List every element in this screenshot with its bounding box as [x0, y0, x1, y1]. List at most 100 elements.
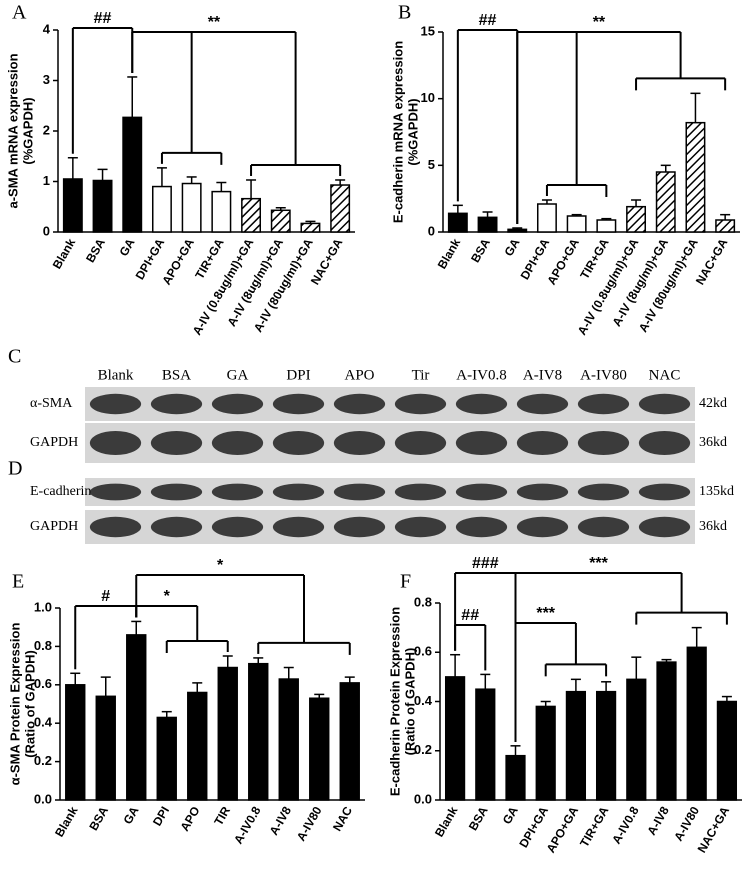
x-tick-label: Blank — [435, 236, 464, 272]
bar — [300, 222, 321, 233]
row-label: GAPDH — [30, 519, 78, 534]
error-bar — [512, 227, 523, 230]
x-tick-label: TIR+GA — [577, 804, 611, 850]
error-bar — [156, 167, 167, 187]
error-bar — [571, 213, 582, 216]
blot-band — [516, 483, 569, 501]
blot-band — [89, 516, 142, 538]
error-bar — [335, 179, 346, 186]
blot-band — [638, 431, 691, 455]
x-tick-label: GA — [120, 804, 141, 827]
blot-band — [638, 483, 691, 501]
lane-label: DPI — [286, 367, 310, 383]
panel-label: F — [400, 571, 411, 593]
row-label: GAPDH — [30, 435, 78, 450]
bar — [655, 171, 676, 233]
error-bar — [70, 672, 81, 685]
y-axis-label: a-SMA mRNA expression — [5, 53, 20, 208]
bar — [595, 690, 617, 801]
blot-band — [89, 483, 142, 501]
error-bar — [344, 676, 355, 683]
error-bar — [253, 657, 264, 664]
error-bar — [127, 76, 138, 118]
lane-label: APO — [344, 367, 374, 383]
y-tick-label: 0.4 — [34, 715, 53, 730]
error-bar — [482, 211, 493, 218]
significance-label: ## — [94, 10, 112, 27]
lane-label: A-IV80 — [580, 367, 627, 383]
bar — [309, 697, 330, 801]
error-bar — [541, 199, 552, 204]
bar — [505, 754, 526, 801]
y-tick-label: 0.6 — [34, 676, 52, 691]
error-bar — [601, 681, 612, 692]
error-bar — [480, 673, 491, 690]
error-bar — [186, 176, 197, 184]
y-tick-label: 0.2 — [34, 753, 52, 768]
significance-label: * — [164, 588, 171, 605]
x-tick-label: GA — [500, 804, 521, 827]
panel-label: B — [398, 2, 411, 24]
blot-band — [455, 483, 508, 501]
bar — [65, 684, 86, 801]
blot-band — [333, 393, 386, 415]
y-tick-label: 15 — [421, 23, 435, 38]
bar — [156, 716, 177, 801]
blot-band — [211, 393, 264, 415]
blot-band — [211, 516, 264, 538]
x-tick-label: A-IV0.8 — [231, 804, 264, 847]
y-axis-label: (Ratio of GAPDH) — [22, 650, 37, 758]
size-label: 135kd — [699, 484, 734, 499]
bar — [62, 178, 83, 233]
lane-label: Blank — [98, 367, 134, 383]
bar — [535, 705, 556, 801]
bar — [181, 182, 202, 233]
y-tick-label: 0.4 — [414, 693, 433, 708]
blot-band — [333, 516, 386, 538]
bar — [151, 185, 172, 233]
y-tick-label: 4 — [43, 21, 51, 36]
blot-band — [150, 483, 203, 501]
blot-band — [150, 516, 203, 538]
lane-label: A-IV8 — [523, 367, 562, 383]
blot-band — [272, 483, 325, 501]
blot-band — [333, 431, 386, 455]
bar — [241, 197, 262, 233]
significance-label: *** — [536, 605, 555, 622]
bar — [626, 678, 647, 801]
error-bar — [216, 181, 227, 192]
y-axis-label: (Ratio of GAPDH) — [402, 648, 417, 756]
panel-label: C — [8, 346, 21, 368]
error-bar — [131, 620, 142, 635]
y-axis-label: α-SMA Protein Expression — [7, 623, 22, 786]
y-tick-label: 10 — [421, 90, 435, 105]
blot-band — [333, 483, 386, 501]
bar — [211, 190, 232, 233]
blot-band — [89, 431, 142, 455]
y-axis-label: E-cadherin Protein Expression — [387, 607, 402, 796]
error-bar — [452, 204, 463, 214]
blot-band — [89, 393, 142, 415]
bar — [685, 121, 706, 233]
bar — [686, 646, 707, 801]
y-tick-label: 1.0 — [34, 599, 52, 614]
bar — [536, 203, 557, 233]
error-bar — [305, 220, 316, 224]
bar — [715, 219, 736, 233]
error-bar — [67, 157, 78, 179]
blot-band — [394, 483, 447, 501]
x-tick-label: A-IV80 — [671, 804, 702, 844]
x-tick-label: GA — [116, 236, 137, 259]
blot-band — [577, 431, 630, 455]
size-label: 36kd — [699, 435, 727, 450]
bar — [126, 634, 147, 801]
blot-band — [455, 431, 508, 455]
size-label: 36kd — [699, 519, 727, 534]
blot-band — [272, 393, 325, 415]
bar — [507, 228, 528, 233]
x-tick-label: A-IV8 — [267, 804, 295, 838]
y-axis-label: (%GAPDH) — [405, 98, 420, 165]
y-axis-label: E-cadherin mRNA expression — [390, 41, 405, 223]
